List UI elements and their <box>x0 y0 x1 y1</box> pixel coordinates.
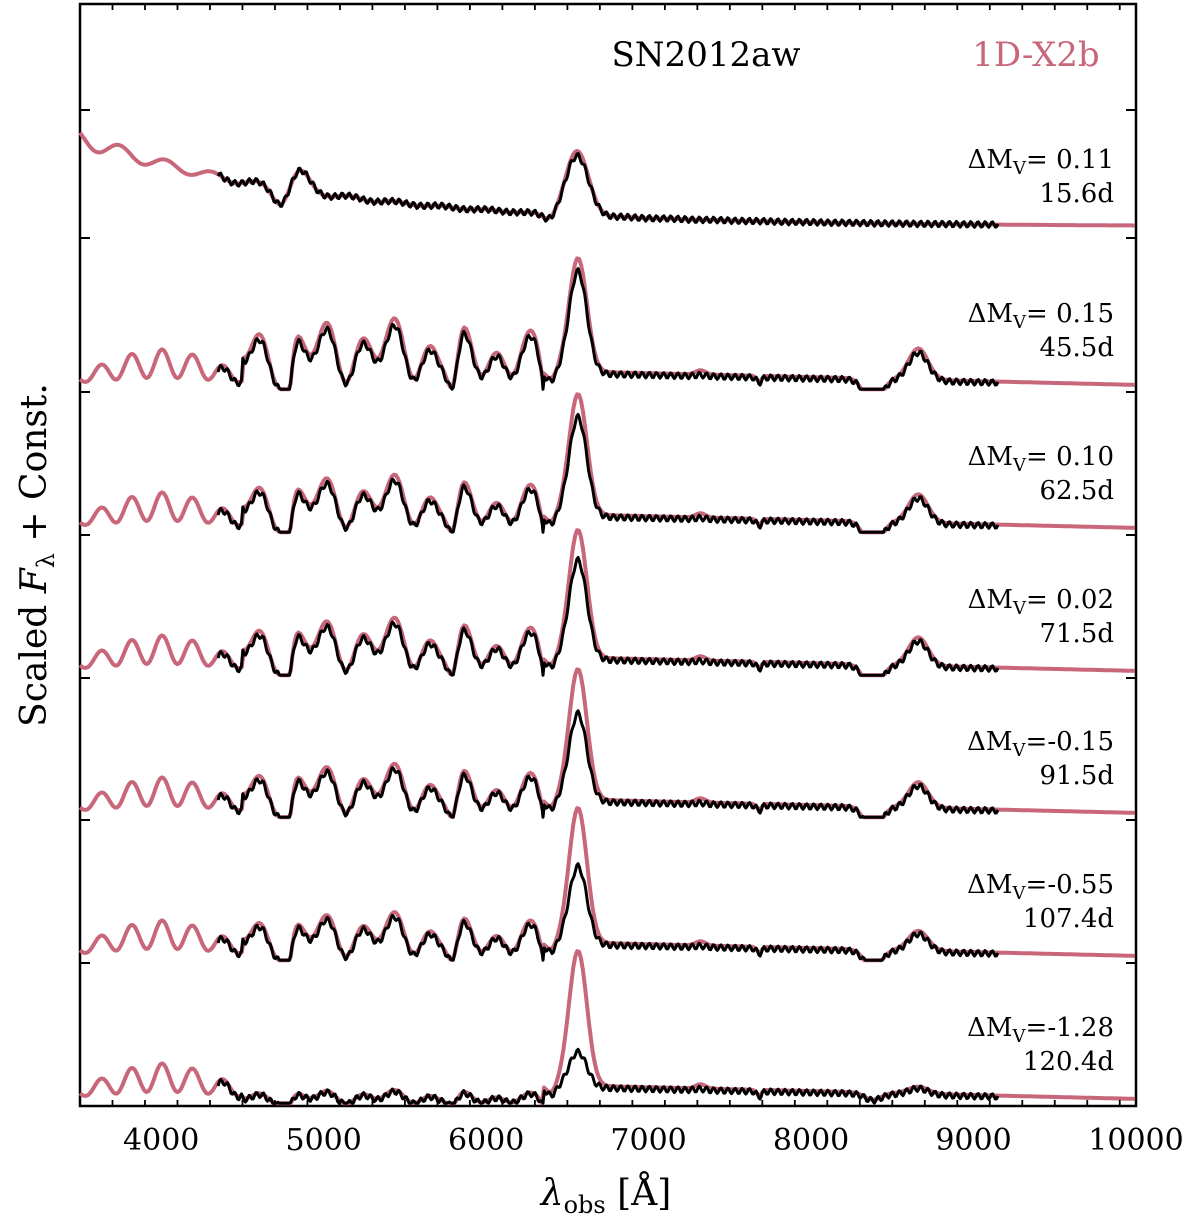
delta-mv-subscript-6: V <box>1012 1026 1027 1047</box>
x-tick-label-6000: 6000 <box>448 1123 524 1158</box>
delta-mv-label-1: ΔMV= 0.15 <box>968 299 1114 333</box>
delta-mv-subscript-5: V <box>1012 883 1027 904</box>
delta-mv-value-4: =-0.15 <box>1026 727 1114 757</box>
delta-mv-subscript-4: V <box>1012 740 1027 761</box>
x-tick-label-8000: 8000 <box>773 1123 849 1158</box>
delta-mv-label-5: ΔMV=-0.55 <box>967 870 1114 904</box>
delta-mv-symbol-2: ΔM <box>968 442 1013 472</box>
observed-spectrum-3 <box>216 555 1000 677</box>
observed-spectrum-0 <box>216 152 1000 229</box>
delta-mv-subscript-1: V <box>1012 312 1027 333</box>
observed-spectrum-1 <box>216 267 1000 391</box>
model-title: 1D-X2b <box>972 35 1099 75</box>
delta-mv-value-0: = 0.11 <box>1026 145 1114 175</box>
y-axis-symbol: F <box>14 566 55 594</box>
x-axis-unit: [Å] <box>606 1172 672 1214</box>
plot-frame <box>78 2 1138 1108</box>
y-axis-tail: + Const. <box>14 383 55 553</box>
delta-mv-symbol-6: ΔM <box>967 1013 1012 1043</box>
series-layer <box>78 131 1135 1106</box>
ticks-layer <box>79 4 1136 1107</box>
x-tick-label-5000: 5000 <box>286 1123 362 1158</box>
y-axis-main: Scaled <box>14 593 55 727</box>
delta-mv-label-6: ΔMV=-1.28 <box>967 1013 1114 1047</box>
x-axis-label: λobs [Å] <box>539 1172 672 1219</box>
object-title: SN2012aw <box>612 35 801 75</box>
x-tick-label-10000: 10000 <box>1088 1123 1183 1158</box>
x-axis-symbol: λ <box>539 1173 564 1214</box>
x-tick-label-4000: 4000 <box>123 1123 199 1158</box>
y-axis-label: Scaled Fλ + Const. <box>14 383 60 727</box>
delta-mv-value-2: = 0.10 <box>1026 442 1114 472</box>
y-axis-subscript: λ <box>32 553 60 568</box>
delta-mv-value-3: = 0.02 <box>1026 585 1114 615</box>
observed-spectrum-5 <box>216 862 1000 962</box>
delta-mv-symbol-3: ΔM <box>968 585 1013 615</box>
delta-mv-label-3: ΔMV= 0.02 <box>968 585 1114 619</box>
epoch-label-1: 45.5d <box>1039 333 1114 363</box>
delta-mv-symbol-0: ΔM <box>968 145 1013 175</box>
epoch-label-5: 107.4d <box>1023 904 1114 934</box>
delta-mv-value-1: = 0.15 <box>1026 299 1114 329</box>
epoch-label-4: 91.5d <box>1039 761 1114 791</box>
x-tick-label-7000: 7000 <box>610 1123 686 1158</box>
epoch-label-2: 62.5d <box>1039 476 1114 506</box>
observed-spectrum-2 <box>216 412 1000 534</box>
delta-mv-symbol-4: ΔM <box>967 727 1012 757</box>
delta-mv-label-0: ΔMV= 0.11 <box>968 145 1114 179</box>
delta-mv-label-2: ΔMV= 0.10 <box>968 442 1114 476</box>
epoch-label-3: 71.5d <box>1039 619 1114 649</box>
delta-mv-value-5: =-0.55 <box>1026 870 1114 900</box>
x-axis-subscript: obs <box>564 1191 606 1219</box>
epoch-label-0: 15.6d <box>1039 179 1114 209</box>
x-tick-label-9000: 9000 <box>935 1123 1011 1158</box>
delta-mv-symbol-1: ΔM <box>968 299 1013 329</box>
observed-spectrum-6 <box>216 1047 1000 1105</box>
delta-mv-symbol-5: ΔM <box>967 870 1012 900</box>
delta-mv-label-4: ΔMV=-0.15 <box>967 727 1114 761</box>
epoch-label-6: 120.4d <box>1023 1047 1114 1077</box>
observed-spectrum-4 <box>216 709 1000 819</box>
delta-mv-value-6: =-1.28 <box>1026 1013 1114 1043</box>
delta-mv-subscript-2: V <box>1012 455 1027 476</box>
delta-mv-subscript-0: V <box>1012 158 1027 179</box>
delta-mv-subscript-3: V <box>1012 598 1027 619</box>
